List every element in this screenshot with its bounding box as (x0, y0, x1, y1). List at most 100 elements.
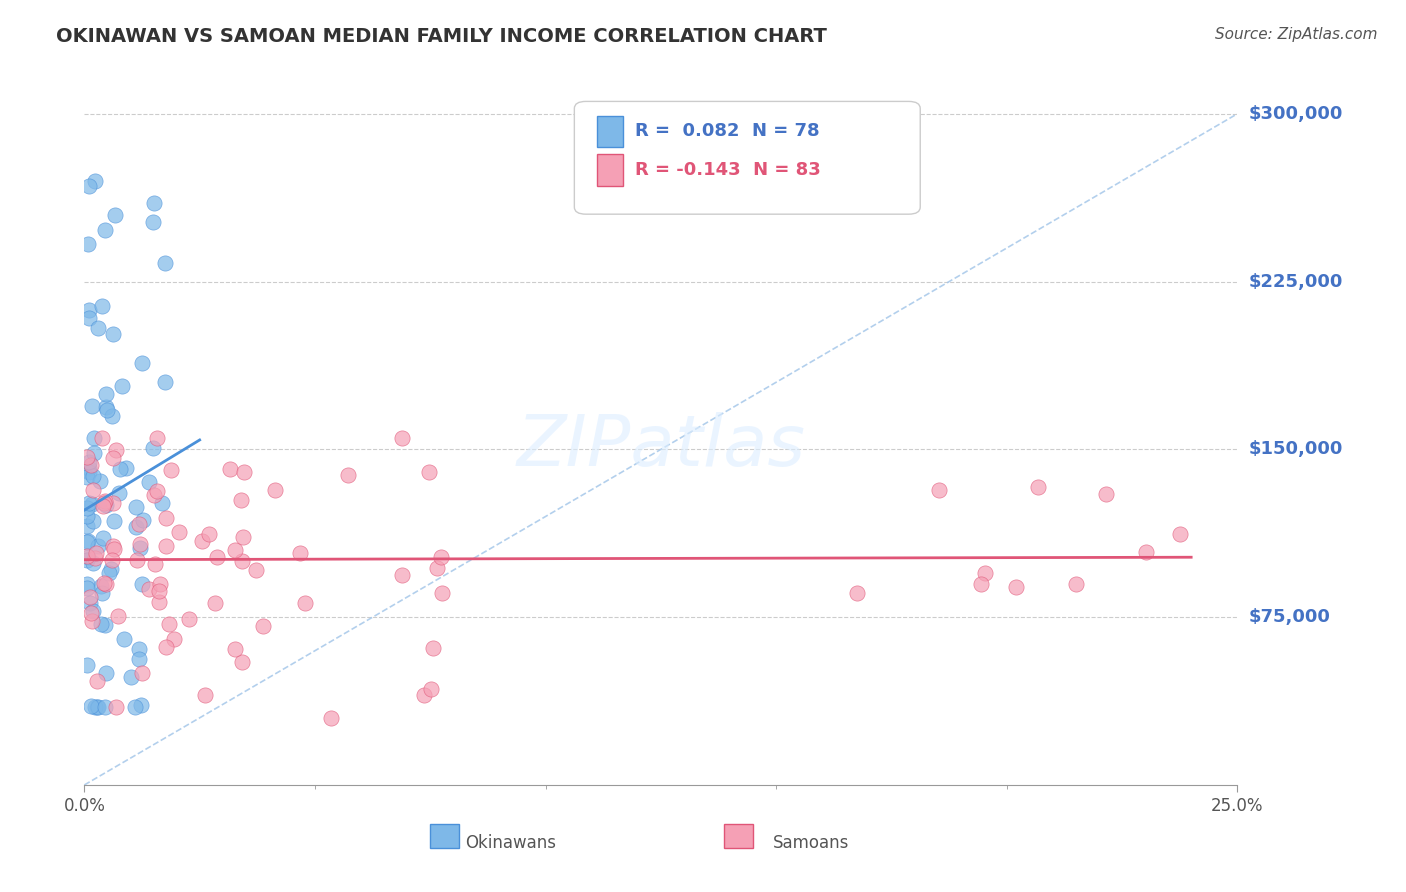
Point (146, 483, 169, 498)
Text: Okinawans: Okinawans (465, 834, 557, 852)
Point (96, 403, 118, 417)
Point (107, 608, 129, 623)
Point (191, 533, 214, 548)
Point (101, 539, 124, 553)
Point (125, 552, 148, 566)
Point (131, 577, 153, 591)
Point (83, 550, 105, 565)
Text: $75,000: $75,000 (1249, 608, 1330, 626)
Point (104, 207, 127, 221)
Point (101, 450, 124, 465)
Point (294, 595, 316, 609)
Point (232, 465, 254, 479)
Point (103, 514, 125, 528)
Point (125, 500, 148, 515)
Point (973, 566, 995, 580)
Point (94, 386, 117, 401)
Point (224, 641, 246, 656)
Point (90, 300, 112, 314)
FancyBboxPatch shape (724, 823, 754, 848)
Point (94, 699, 117, 714)
Point (101, 409, 124, 423)
Point (159, 463, 181, 477)
Point (205, 550, 228, 565)
Point (245, 563, 267, 577)
Point (76, 535, 98, 549)
Point (100, 562, 122, 576)
Point (76, 658, 98, 673)
Point (96, 666, 118, 681)
Point (928, 483, 950, 497)
Point (163, 632, 186, 646)
Point (104, 699, 127, 714)
Text: Source: ZipAtlas.com: Source: ZipAtlas.com (1215, 27, 1378, 42)
Point (252, 618, 274, 632)
Point (80, 458, 103, 472)
Point (169, 524, 191, 539)
Point (142, 215, 165, 229)
Text: R = -0.143  N = 83: R = -0.143 N = 83 (636, 161, 821, 178)
Point (128, 642, 150, 657)
Point (76, 549, 98, 564)
Point (77, 466, 100, 480)
Point (83, 431, 105, 445)
Point (124, 699, 146, 714)
Point (84, 174, 107, 188)
Point (107, 486, 129, 500)
Text: R =  0.082  N = 78: R = 0.082 N = 78 (636, 122, 820, 140)
Point (82, 483, 104, 497)
Point (87, 321, 110, 335)
Point (264, 483, 287, 498)
Point (114, 461, 136, 475)
Text: ZIPatlas: ZIPatlas (516, 412, 806, 481)
Point (128, 517, 150, 532)
Point (337, 468, 360, 483)
Point (77, 303, 100, 318)
Point (224, 543, 246, 558)
Point (103, 542, 125, 557)
Point (177, 612, 200, 626)
Point (94, 223, 117, 237)
Point (420, 681, 443, 696)
Point (131, 356, 153, 370)
Point (86, 699, 108, 714)
Point (103, 496, 125, 510)
Point (391, 567, 413, 582)
Point (82, 604, 104, 618)
Point (94, 493, 117, 508)
Point (155, 539, 177, 553)
Point (91, 499, 114, 513)
Point (96, 498, 118, 512)
Point (86, 546, 108, 560)
Point (193, 689, 215, 703)
Point (82, 514, 104, 528)
Text: OKINAWAN VS SAMOAN MEDIAN FAMILY INCOME CORRELATION CHART: OKINAWAN VS SAMOAN MEDIAN FAMILY INCOME … (56, 27, 827, 45)
Point (418, 466, 440, 480)
Text: Samoans: Samoans (772, 834, 849, 852)
Point (83, 699, 105, 714)
Point (76, 577, 98, 591)
Point (138, 475, 160, 489)
Point (157, 616, 180, 631)
Point (76, 469, 98, 483)
Point (131, 666, 153, 681)
Text: $300,000: $300,000 (1249, 105, 1343, 123)
FancyBboxPatch shape (598, 154, 623, 186)
Point (232, 530, 254, 544)
Point (1168, 526, 1191, 541)
Point (846, 586, 869, 600)
Point (82, 497, 104, 511)
Point (1004, 580, 1026, 594)
Point (125, 519, 148, 533)
FancyBboxPatch shape (598, 116, 623, 147)
Point (229, 493, 252, 508)
Point (1095, 486, 1118, 500)
Point (76, 450, 98, 464)
Point (231, 554, 253, 568)
Point (82, 469, 104, 483)
Point (155, 511, 177, 525)
Point (148, 584, 170, 599)
Point (82, 399, 104, 413)
Point (90, 585, 112, 599)
Point (150, 496, 173, 510)
